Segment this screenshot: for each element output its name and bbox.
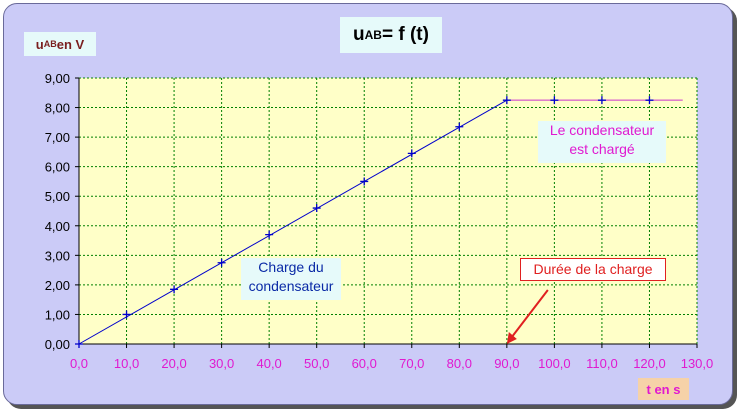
data-point: [312, 204, 321, 213]
data-point: [550, 96, 559, 105]
x-tick-label: 0,0: [70, 356, 88, 371]
chart-title: u AB = f (t): [340, 17, 442, 53]
data-point: [407, 149, 416, 158]
tick-labels: 0,0 10,0 20,0 30,0 40,0 50,0 60,0 70,0 80,0 90,0 1…: [45, 71, 714, 371]
x-tick-label: 10,0: [114, 356, 139, 371]
x-tick-label: 40,0: [256, 356, 281, 371]
data-point: [122, 310, 131, 319]
data-point: [455, 122, 464, 131]
y-tick-label: 0,00: [45, 337, 70, 352]
y-tick-label: 7,00: [45, 130, 70, 145]
x-tick-label: 130,0: [681, 356, 714, 371]
annotation-charge: Charge du condensateur: [241, 258, 341, 300]
y-tick-label: 4,00: [45, 219, 70, 234]
y-tick-label: 8,00: [45, 101, 70, 116]
data-point: [265, 230, 274, 239]
duree-arrow: [506, 289, 549, 344]
y-tick-label: 1,00: [45, 307, 70, 322]
x-tick-label: 100,0: [538, 356, 571, 371]
x-tick-label: 70,0: [399, 356, 424, 371]
data-point: [360, 177, 369, 186]
data-point: [502, 96, 511, 105]
y-tick-label: 3,00: [45, 248, 70, 263]
plot-area: [79, 78, 697, 344]
fit-line: [78, 99, 508, 345]
y-tick-label: 6,00: [45, 160, 70, 175]
arrow-shaft: [511, 289, 549, 338]
x-tick-label: 20,0: [161, 356, 186, 371]
x-tick-label: 120,0: [633, 356, 666, 371]
annotation-duree: Durée de la charge: [520, 258, 666, 281]
y-tick-label: 2,00: [45, 278, 70, 293]
x-tick-label: 90,0: [494, 356, 519, 371]
x-tick-label: 110,0: [586, 356, 618, 371]
y-tick-label: 9,00: [45, 71, 70, 86]
x-tick-label: 50,0: [304, 356, 329, 371]
y-tick-label: 5,00: [45, 189, 70, 204]
x-axis-label: t en s: [638, 378, 689, 400]
arrow-head: [506, 332, 517, 344]
y-axis-label: u AB en V: [24, 32, 96, 56]
data-point: [597, 96, 606, 105]
x-tick-label: 80,0: [447, 356, 472, 371]
x-tick-label: 60,0: [352, 356, 377, 371]
data-point: [217, 258, 226, 267]
x-tick-label: 30,0: [209, 356, 234, 371]
data-point: [75, 340, 83, 348]
annotation-charged: Le condensateur est chargé: [538, 121, 666, 163]
data-series: [75, 96, 683, 348]
data-point: [645, 96, 654, 105]
data-point: [170, 285, 179, 294]
